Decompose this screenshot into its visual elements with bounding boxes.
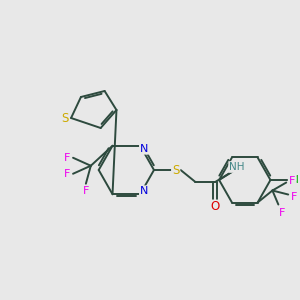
Text: F: F bbox=[64, 153, 70, 163]
Text: S: S bbox=[61, 112, 69, 124]
Text: F: F bbox=[83, 186, 89, 196]
Text: O: O bbox=[211, 200, 220, 214]
Text: F: F bbox=[291, 191, 297, 202]
Text: F: F bbox=[289, 176, 296, 185]
Text: NH: NH bbox=[229, 162, 244, 172]
Text: Cl: Cl bbox=[289, 175, 300, 185]
Text: N: N bbox=[140, 144, 148, 154]
Text: F: F bbox=[279, 208, 286, 218]
Text: S: S bbox=[172, 164, 179, 176]
Text: F: F bbox=[64, 169, 70, 179]
Text: N: N bbox=[140, 186, 148, 196]
